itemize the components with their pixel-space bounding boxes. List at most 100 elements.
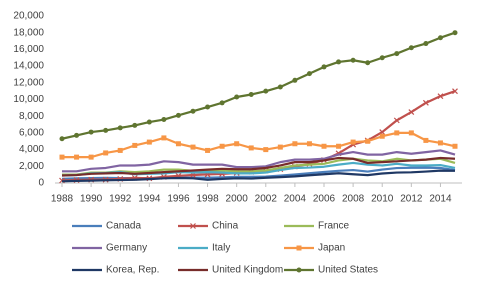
marker [74, 154, 80, 160]
y-tick-label: 14,000 [13, 61, 44, 72]
marker [161, 135, 167, 141]
x-tick-label: 2012 [400, 194, 423, 205]
x-tick-label: 2002 [255, 194, 278, 205]
marker [161, 117, 167, 123]
marker [88, 154, 94, 160]
marker [132, 142, 138, 148]
marker [408, 109, 415, 115]
marker [175, 112, 181, 118]
marker [379, 129, 386, 135]
marker [393, 117, 400, 124]
marker [132, 122, 138, 128]
marker [408, 130, 414, 136]
y-tick-label: 10,000 [13, 94, 44, 105]
legend-label: Japan [318, 243, 345, 254]
x-tick-label: 2014 [429, 194, 452, 205]
legend-label: China [212, 221, 239, 232]
legend-label: Canada [106, 221, 141, 232]
x-tick-label: 1992 [109, 194, 132, 205]
y-tick-label: 18,000 [13, 27, 44, 38]
series-line [62, 149, 456, 173]
x-tick-label: 1994 [138, 194, 161, 205]
x-tick-label: 1996 [167, 194, 190, 205]
marker [219, 100, 225, 106]
marker [292, 141, 298, 147]
marker [146, 139, 152, 145]
marker [422, 99, 429, 106]
marker [117, 125, 123, 131]
marker [103, 150, 109, 156]
series-line [61, 156, 456, 177]
marker [296, 267, 302, 273]
y-tick-label: 2,000 [19, 161, 44, 172]
marker [437, 140, 443, 146]
marker [146, 119, 152, 125]
legend-label: United States [318, 265, 378, 276]
legend-label: France [318, 221, 350, 232]
marker [59, 136, 65, 142]
legend-label: United Kingdom [212, 265, 283, 276]
legend-label: Germany [106, 243, 147, 254]
y-tick-label: 8,000 [19, 111, 44, 122]
y-tick-label: 4,000 [19, 144, 44, 155]
series-line [62, 131, 456, 159]
marker [365, 60, 371, 66]
marker [190, 108, 196, 114]
marker [336, 143, 342, 149]
series-line [61, 31, 456, 140]
marker [423, 41, 429, 47]
marker [452, 30, 458, 36]
marker [117, 147, 123, 153]
marker [437, 35, 443, 41]
marker [365, 138, 371, 144]
marker [452, 88, 458, 95]
marker [277, 84, 283, 90]
marker [234, 94, 240, 100]
marker [379, 133, 385, 139]
marker [219, 143, 225, 149]
marker [88, 129, 94, 135]
marker [350, 57, 356, 63]
marker [306, 141, 312, 147]
legend-label: Italy [212, 243, 230, 254]
series-line [62, 157, 456, 176]
marker [437, 93, 444, 100]
marker [423, 137, 429, 143]
x-tick-label: 2004 [284, 194, 307, 205]
marker [190, 144, 196, 150]
series-line [61, 169, 456, 183]
legend-label: Korea, Rep. [106, 265, 159, 276]
marker [394, 51, 400, 57]
x-tick-label: 1988 [51, 194, 74, 205]
marker [190, 223, 196, 229]
marker [175, 141, 181, 147]
x-tick-label: 2008 [342, 194, 365, 205]
marker [394, 130, 400, 136]
y-tick-label: 0 [38, 178, 44, 189]
marker [452, 143, 458, 149]
x-tick-label: 2010 [371, 194, 394, 205]
marker [321, 143, 327, 149]
marker [321, 64, 327, 70]
marker [263, 147, 269, 153]
marker [205, 147, 211, 153]
marker [277, 144, 283, 150]
marker [292, 77, 298, 83]
marker [103, 127, 109, 133]
marker [59, 154, 65, 160]
marker [234, 141, 240, 147]
marker [379, 55, 385, 61]
marker [296, 245, 302, 251]
x-tick-label: 1990 [80, 194, 103, 205]
marker [336, 59, 342, 65]
x-tick-label: 1998 [196, 194, 219, 205]
y-tick-label: 12,000 [13, 77, 44, 88]
x-tick-label: 2000 [226, 194, 249, 205]
marker [74, 132, 80, 138]
marker [205, 104, 211, 110]
y-tick-label: 16,000 [13, 44, 44, 55]
marker [408, 45, 414, 51]
marker [306, 71, 312, 77]
x-tick-label: 2006 [313, 194, 336, 205]
